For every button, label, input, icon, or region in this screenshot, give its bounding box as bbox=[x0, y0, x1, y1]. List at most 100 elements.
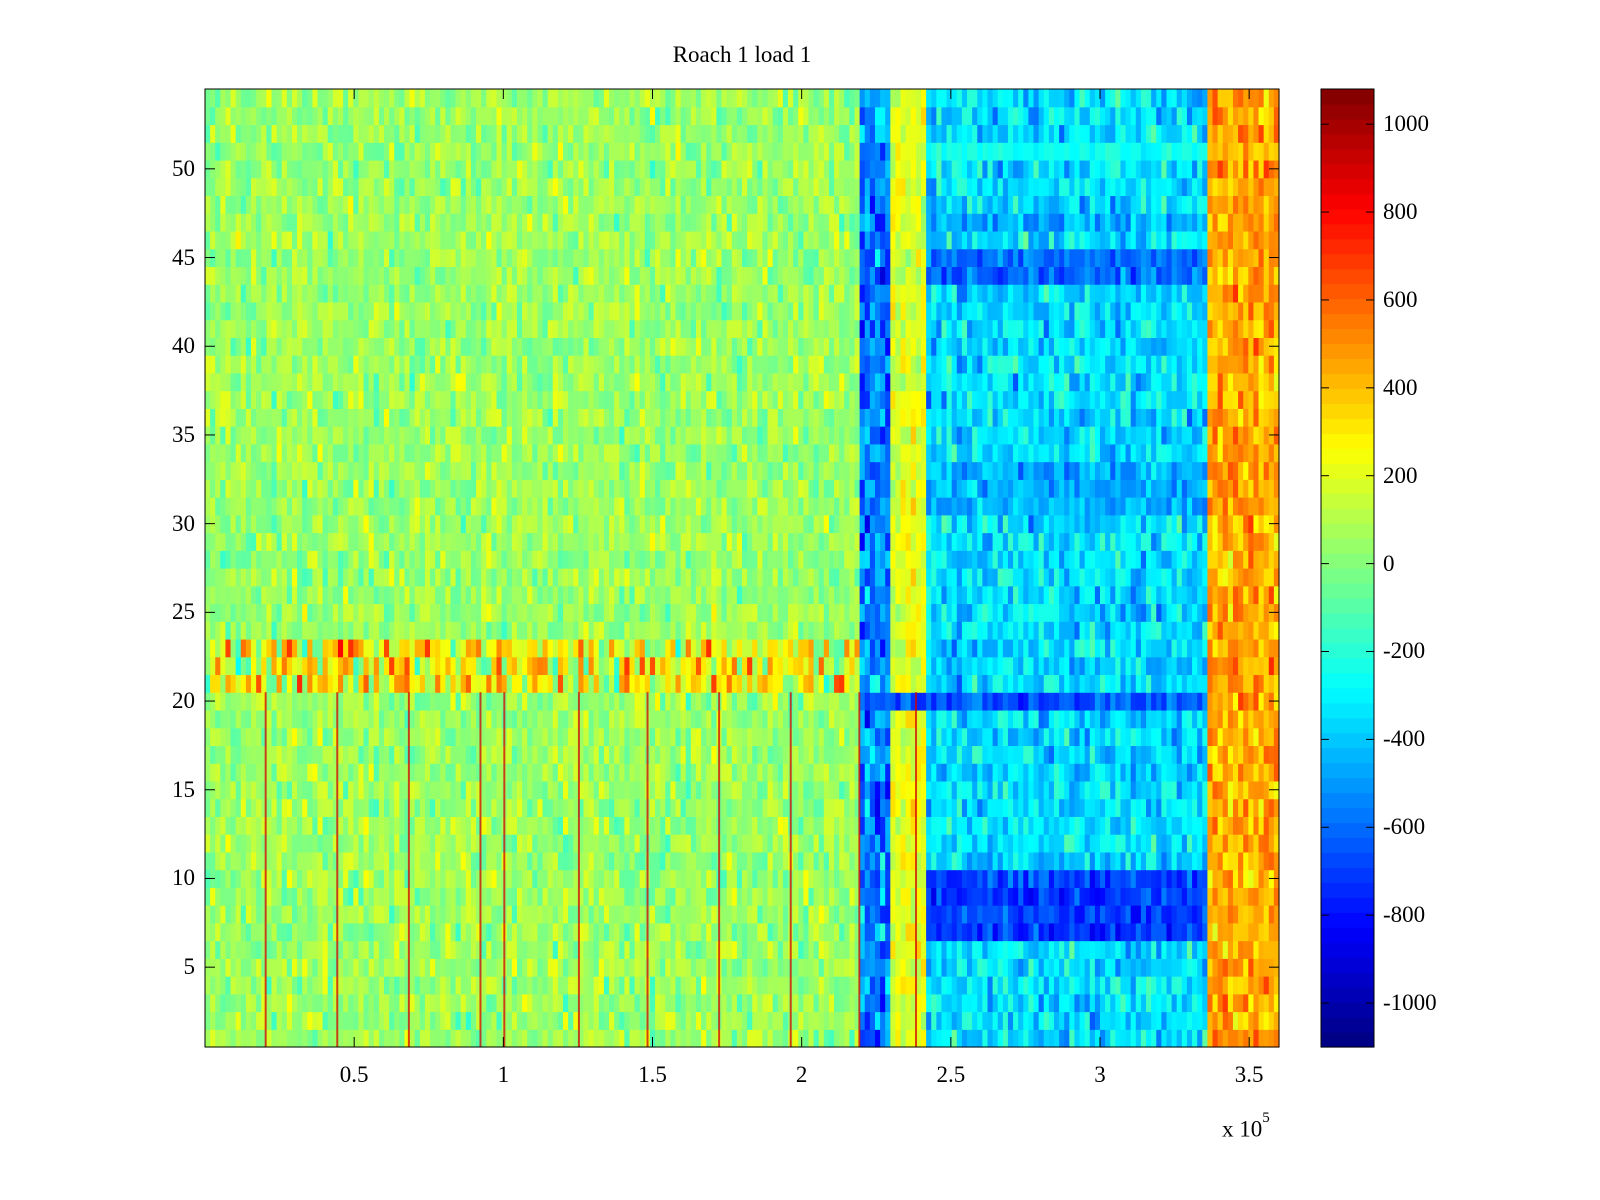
heatmap-cell bbox=[1263, 940, 1270, 959]
heatmap-cell bbox=[404, 922, 411, 942]
heatmap-cell bbox=[1238, 887, 1244, 906]
heatmap-cell bbox=[291, 905, 298, 924]
heatmap-cell bbox=[1064, 851, 1070, 871]
heatmap-cell bbox=[368, 976, 375, 995]
heatmap-cell bbox=[977, 976, 983, 995]
heatmap-cell bbox=[435, 656, 441, 676]
heatmap-cell bbox=[476, 1011, 482, 1030]
heatmap-cell bbox=[486, 922, 492, 942]
heatmap-cell bbox=[665, 621, 671, 640]
heatmap-cell bbox=[1238, 763, 1244, 782]
heatmap-cell bbox=[823, 922, 830, 942]
heatmap-cell bbox=[844, 674, 850, 693]
heatmap-cell bbox=[905, 638, 912, 658]
heatmap-cell bbox=[649, 674, 656, 693]
heatmap-cell bbox=[542, 958, 549, 977]
heatmap-cell bbox=[297, 745, 303, 764]
heatmap-cell bbox=[1013, 816, 1019, 835]
heatmap-cell bbox=[511, 958, 518, 977]
heatmap-cell bbox=[373, 834, 380, 853]
heatmap-cell bbox=[895, 656, 902, 676]
heatmap-cell bbox=[496, 869, 503, 888]
heatmap-cell bbox=[1079, 656, 1086, 676]
heatmap-cell bbox=[281, 976, 288, 995]
heatmap-cell bbox=[619, 656, 625, 676]
heatmap-cell bbox=[818, 1011, 825, 1030]
heatmap-cell bbox=[726, 869, 733, 888]
heatmap-cell bbox=[839, 674, 845, 693]
heatmap-cell bbox=[1028, 976, 1035, 995]
heatmap-cell bbox=[798, 621, 804, 640]
heatmap-cell bbox=[317, 958, 324, 977]
heatmap-cell bbox=[972, 780, 978, 800]
heatmap-cell bbox=[869, 887, 876, 906]
heatmap-cell bbox=[931, 780, 937, 800]
heatmap-cell bbox=[337, 745, 344, 764]
heatmap-cell bbox=[711, 709, 718, 729]
heatmap-cell bbox=[614, 887, 620, 906]
heatmap-cell bbox=[291, 976, 298, 995]
heatmap-cell bbox=[624, 851, 631, 871]
heatmap-cell bbox=[941, 656, 948, 676]
heatmap-cell bbox=[205, 976, 211, 995]
heatmap-cell bbox=[1079, 798, 1086, 817]
heatmap-cell bbox=[752, 851, 758, 871]
heatmap-cell bbox=[251, 638, 257, 658]
heatmap-cell bbox=[440, 780, 446, 800]
heatmap-cell bbox=[568, 1029, 574, 1048]
heatmap-cell bbox=[619, 798, 625, 817]
heatmap-cell bbox=[880, 745, 886, 764]
heatmap-cell bbox=[1232, 922, 1239, 942]
heatmap-cell bbox=[486, 905, 492, 924]
heatmap-cell bbox=[1089, 851, 1096, 871]
heatmap-cell bbox=[430, 905, 436, 924]
heatmap-cell bbox=[542, 745, 549, 764]
heatmap-cell bbox=[210, 993, 216, 1013]
heatmap-cell bbox=[670, 780, 677, 800]
heatmap-cell bbox=[1053, 816, 1060, 835]
heatmap-cell bbox=[997, 763, 1004, 782]
heatmap-cell bbox=[424, 763, 431, 782]
heatmap-cell bbox=[506, 638, 513, 658]
heatmap-cell bbox=[245, 851, 252, 871]
heatmap-cell bbox=[373, 709, 380, 729]
heatmap-cell bbox=[404, 993, 411, 1013]
heatmap-cell bbox=[1253, 709, 1260, 729]
heatmap-cell bbox=[967, 656, 973, 676]
heatmap-cell bbox=[854, 851, 861, 871]
heatmap-cell bbox=[1207, 656, 1214, 676]
heatmap-cell bbox=[777, 958, 784, 977]
heatmap-cell bbox=[931, 993, 937, 1013]
heatmap-cell bbox=[547, 1011, 554, 1030]
heatmap-cell bbox=[266, 763, 273, 782]
heatmap-cell bbox=[327, 1011, 334, 1030]
heatmap-cell bbox=[430, 940, 436, 959]
heatmap-cell bbox=[634, 727, 641, 747]
heatmap-cell bbox=[665, 816, 671, 835]
heatmap-cell bbox=[465, 1029, 472, 1048]
heatmap-cell bbox=[834, 709, 840, 729]
heatmap-cell bbox=[665, 1029, 671, 1048]
heatmap-cell bbox=[1053, 709, 1060, 729]
heatmap-cell bbox=[695, 834, 702, 853]
heatmap-cell bbox=[808, 798, 815, 817]
heatmap-cell bbox=[629, 674, 636, 693]
heatmap-cell bbox=[767, 674, 774, 693]
heatmap-cell bbox=[675, 674, 682, 693]
heatmap-cell bbox=[915, 851, 922, 871]
heatmap-cell bbox=[343, 976, 349, 995]
heatmap-cell bbox=[332, 922, 339, 942]
heatmap-cell bbox=[752, 709, 758, 729]
heatmap-cell bbox=[808, 727, 815, 747]
heatmap-cell bbox=[701, 869, 707, 888]
heatmap-cell bbox=[614, 763, 620, 782]
heatmap-cell bbox=[435, 940, 441, 959]
heatmap-cell bbox=[1059, 834, 1065, 853]
heatmap-cell bbox=[563, 727, 569, 747]
heatmap-cell bbox=[1227, 638, 1234, 658]
heatmap-cell bbox=[593, 638, 600, 658]
heatmap-cell bbox=[527, 922, 533, 942]
heatmap-cell bbox=[486, 816, 492, 835]
heatmap-cell bbox=[286, 905, 293, 924]
heatmap-cell bbox=[1192, 869, 1198, 888]
